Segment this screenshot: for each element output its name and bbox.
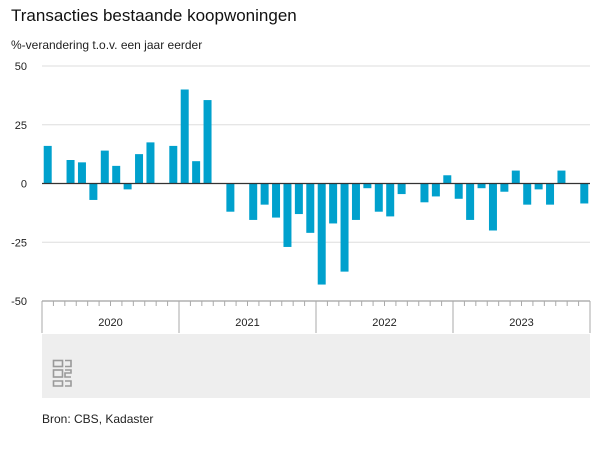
y-tick-label: 25 bbox=[15, 120, 27, 132]
bar bbox=[420, 183, 429, 203]
y-axis-ticks: 50 25 0 -25 -50 bbox=[11, 61, 27, 308]
bar bbox=[192, 161, 201, 184]
chart-subtitle: %-verandering t.o.v. een jaar eerder bbox=[11, 38, 203, 52]
bar bbox=[363, 183, 372, 189]
bar bbox=[500, 183, 509, 192]
bar bbox=[511, 170, 520, 184]
y-tick-label: 0 bbox=[21, 179, 27, 191]
x-axis: 2020 2021 2022 2023 bbox=[41, 300, 591, 334]
bar bbox=[397, 183, 406, 195]
bar bbox=[488, 183, 497, 231]
bar bbox=[580, 183, 589, 204]
cbs-logo-icon bbox=[52, 359, 72, 387]
bar bbox=[146, 142, 155, 184]
bar bbox=[351, 183, 360, 220]
bar bbox=[100, 150, 109, 184]
bar bbox=[112, 165, 121, 184]
bar bbox=[294, 183, 303, 215]
bar bbox=[557, 170, 566, 184]
bar bbox=[249, 183, 258, 220]
bar bbox=[135, 154, 144, 184]
bar bbox=[123, 183, 132, 190]
y-tick-label: -25 bbox=[11, 237, 27, 249]
y-tick-label: 50 bbox=[15, 61, 27, 73]
bar bbox=[272, 183, 281, 218]
bar bbox=[169, 145, 178, 184]
footer-panel bbox=[42, 334, 590, 398]
bar bbox=[431, 183, 440, 197]
bar bbox=[340, 183, 349, 272]
bar bbox=[283, 183, 292, 247]
x-year-label: 2023 bbox=[509, 317, 533, 329]
bar bbox=[466, 183, 475, 220]
bar bbox=[546, 183, 555, 205]
bar bbox=[317, 183, 326, 285]
y-tick-label: -50 bbox=[11, 296, 27, 308]
bar bbox=[306, 183, 315, 233]
chart-title: Transacties bestaande koopwoningen bbox=[11, 6, 297, 25]
source-note: Bron: CBS, Kadaster bbox=[42, 412, 154, 426]
bar bbox=[374, 183, 383, 212]
bar bbox=[534, 183, 543, 190]
bar bbox=[43, 145, 52, 184]
bar bbox=[454, 183, 463, 199]
bar bbox=[89, 183, 98, 200]
bar bbox=[386, 183, 395, 217]
bar bbox=[523, 183, 532, 205]
bar bbox=[203, 100, 212, 184]
bar bbox=[180, 89, 189, 184]
bar bbox=[329, 183, 338, 224]
x-year-label: 2021 bbox=[235, 317, 259, 329]
x-year-label: 2022 bbox=[372, 317, 396, 329]
x-year-label: 2020 bbox=[98, 317, 122, 329]
bar bbox=[226, 183, 235, 212]
bar bbox=[260, 183, 269, 205]
bars bbox=[43, 89, 589, 285]
bar bbox=[477, 183, 486, 189]
bar bbox=[443, 175, 452, 184]
bar bbox=[66, 160, 75, 184]
bar bbox=[77, 162, 86, 184]
